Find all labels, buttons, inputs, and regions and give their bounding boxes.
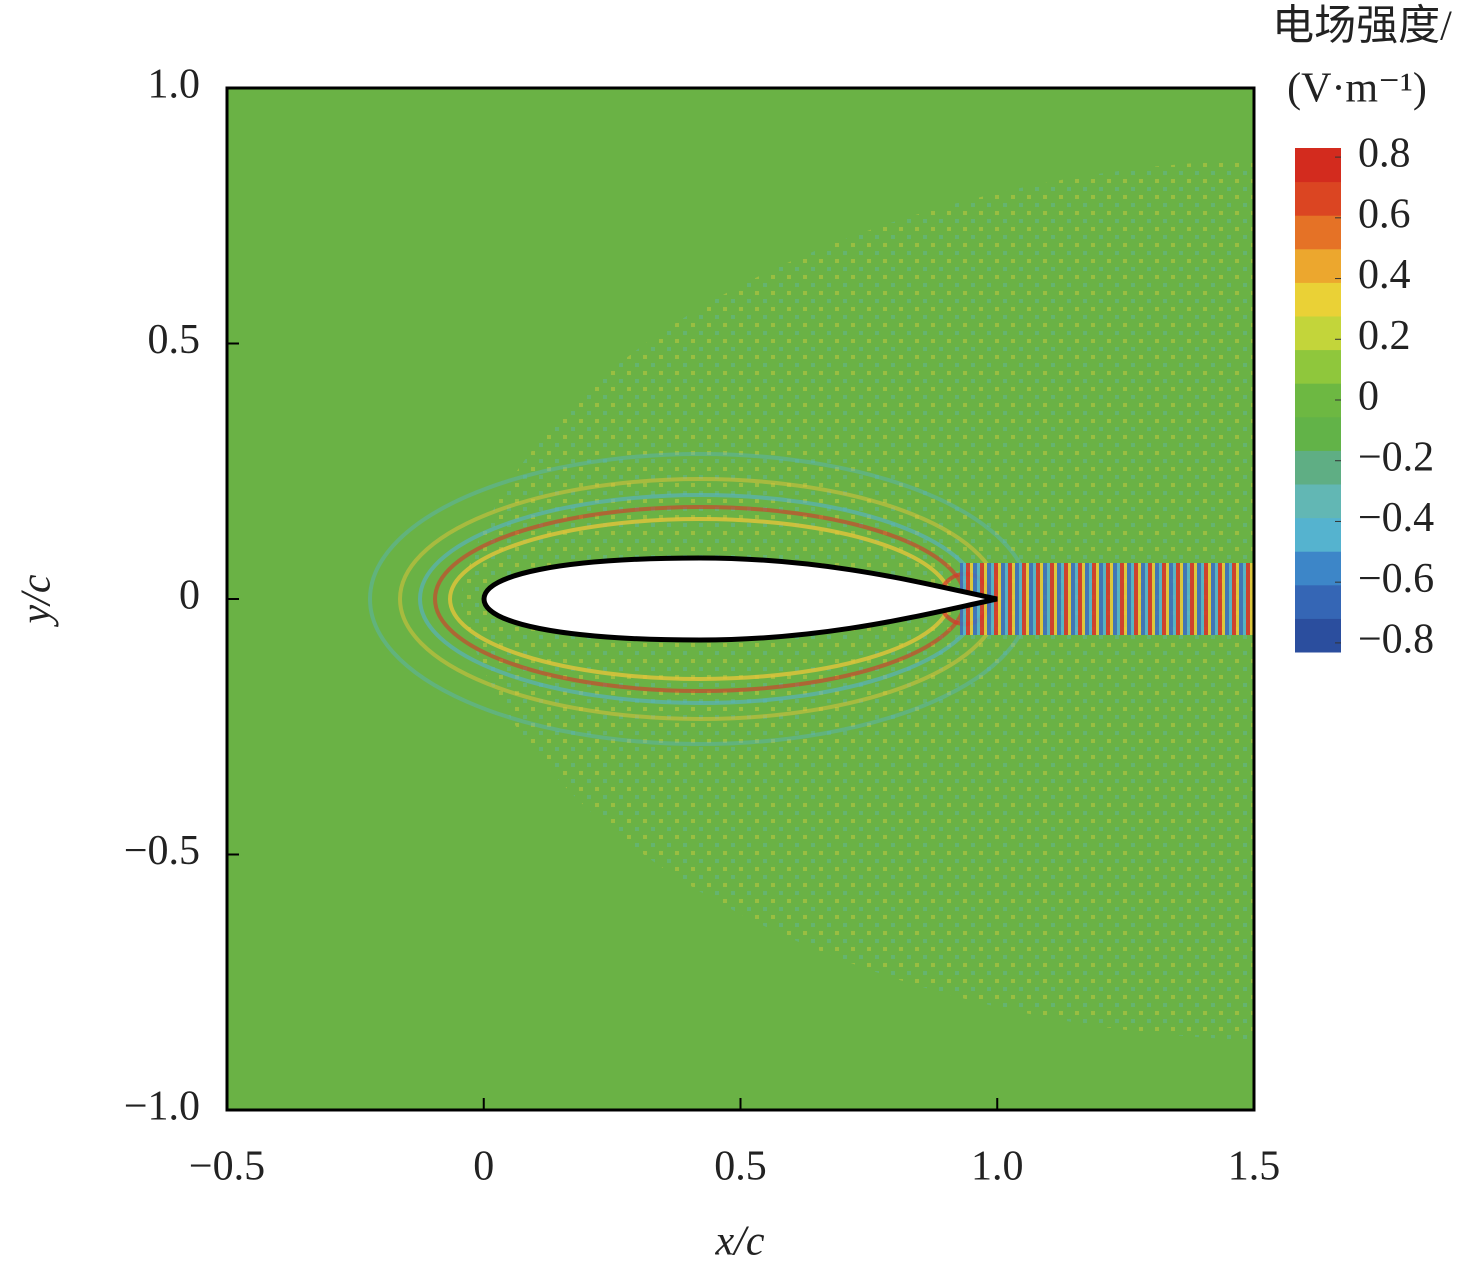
colorbar-band bbox=[1295, 248, 1341, 283]
colorbar-band bbox=[1295, 618, 1341, 653]
colorbar-band bbox=[1295, 584, 1341, 619]
wake bbox=[960, 563, 1254, 635]
y-tick-label: 0.5 bbox=[148, 317, 201, 363]
colorbar-tick-label: −0.2 bbox=[1358, 434, 1434, 480]
x-tick-label: 0 bbox=[473, 1144, 494, 1190]
colorbar-tick-label: 0.8 bbox=[1358, 131, 1411, 177]
colorbar-band bbox=[1295, 215, 1341, 250]
x-axis-label: x/c bbox=[715, 1219, 765, 1265]
colorbar-band bbox=[1295, 282, 1341, 317]
colorbar-band bbox=[1295, 383, 1341, 418]
x-tick-label: 0.5 bbox=[714, 1144, 767, 1190]
colorbar-band bbox=[1295, 148, 1341, 183]
colorbar-tick-label: −0.8 bbox=[1358, 617, 1434, 663]
colorbar-tick-label: 0.2 bbox=[1358, 313, 1411, 359]
airfoil bbox=[481, 555, 998, 643]
colorbar-title: (V·m⁻¹) bbox=[1287, 66, 1427, 112]
field bbox=[227, 88, 1254, 1110]
colorbar-tick-label: −0.6 bbox=[1358, 556, 1434, 602]
colorbar-band bbox=[1295, 316, 1341, 351]
x-tick-label: 1.5 bbox=[1228, 1144, 1281, 1190]
colorbar-band bbox=[1295, 349, 1341, 384]
colorbar-band bbox=[1295, 181, 1341, 216]
colorbar-band bbox=[1295, 484, 1341, 519]
y-tick-label: −0.5 bbox=[124, 828, 200, 874]
y-tick-label: 1.0 bbox=[148, 62, 201, 108]
colorbar-tick-label: 0.6 bbox=[1358, 191, 1411, 237]
colorbar-tick-label: 0.4 bbox=[1358, 252, 1411, 298]
x-tick-label: −0.5 bbox=[189, 1144, 265, 1190]
colorbar-band bbox=[1295, 450, 1341, 485]
y-tick-label: −1.0 bbox=[124, 1084, 200, 1130]
y-tick-label: 0 bbox=[179, 573, 200, 619]
colorbar-band bbox=[1295, 517, 1341, 552]
x-tick-label: 1.0 bbox=[971, 1144, 1024, 1190]
colorbar-title: 电场强度/ bbox=[1272, 4, 1452, 50]
colorbar-band bbox=[1295, 416, 1341, 451]
colorbar-tick-label: −0.4 bbox=[1358, 495, 1434, 541]
colorbar-band bbox=[1295, 551, 1341, 586]
y-axis-label: y/c bbox=[14, 574, 60, 627]
colorbar-tick-label: 0 bbox=[1358, 374, 1379, 420]
